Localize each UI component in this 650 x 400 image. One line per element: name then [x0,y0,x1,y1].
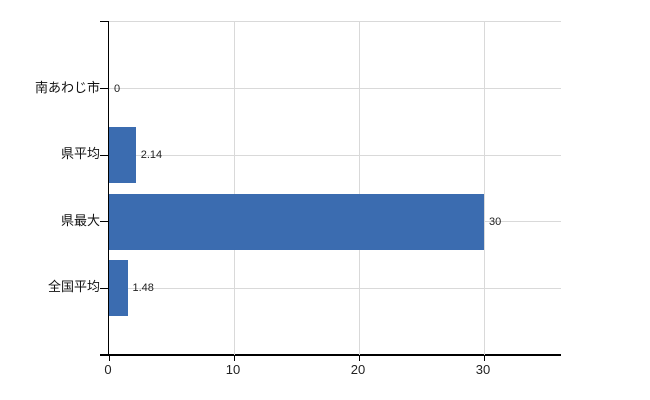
x-tick-label: 20 [350,362,366,377]
bar [109,260,128,317]
category-label: 県最大 [60,212,100,228]
x-tick-label: 30 [475,362,491,377]
x-tick-label: 0 [104,362,112,377]
horizontal-gridline [109,154,561,156]
x-axis-line [100,354,561,356]
plot-area: 0 2.14 30 1.48 [100,21,561,361]
value-label: 0 [114,82,121,95]
vertical-gridline [358,22,360,355]
y-axis-tick [100,221,109,223]
y-axis-tick [100,287,109,289]
value-label: 1.48 [132,282,154,295]
value-label: 30 [489,215,502,228]
category-label: 南あわじ市 [34,79,100,95]
bar [109,193,484,250]
x-tick-label: 10 [225,362,241,377]
category-label: 全国平均 [47,279,100,295]
y-axis-tick [100,154,109,156]
value-label: 2.14 [140,149,163,162]
horizontal-gridline [109,287,561,289]
x-axis-tick [109,356,110,361]
y-axis-tick [100,21,109,22]
horizontal-gridline [109,88,561,90]
vertical-gridline [233,22,235,355]
x-axis-tick [484,356,485,361]
category-label: 県平均 [60,146,100,162]
vertical-gridline [483,22,485,355]
y-axis-tick [100,88,109,90]
x-axis-tick [234,356,235,361]
x-axis-tick [359,356,360,361]
bar [109,127,136,184]
